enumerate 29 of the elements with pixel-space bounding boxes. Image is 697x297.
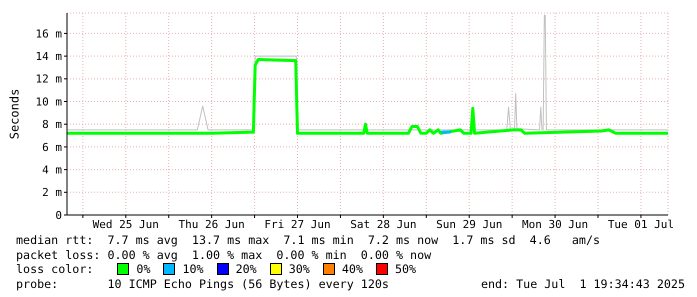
- x-tick-label: Thu 26 Jun: [178, 218, 245, 231]
- x-tick-label: Sun 29 Jun: [436, 218, 502, 231]
- y-tick-label: 14 m: [36, 50, 62, 64]
- y-tick-label: 16 m: [36, 27, 62, 40]
- y-axis-title: Seconds: [7, 88, 22, 140]
- y-tick-label: 0: [55, 208, 62, 222]
- y-tick-label: 12 m: [36, 72, 62, 86]
- x-tick-label: Sat 28 Jun: [350, 218, 416, 231]
- x-tick-label: Fri 27 Jun: [264, 218, 331, 231]
- y-tick-label: 8 m: [42, 118, 62, 132]
- y-tick-label: 10 m: [36, 95, 62, 108]
- y-tick-label: 4 m: [42, 164, 62, 177]
- legend-label: 50%: [394, 262, 416, 276]
- legend-label: 30%: [288, 262, 310, 276]
- x-tick-label: Tue 01 Jul: [608, 218, 674, 231]
- legend-label: 0%: [136, 262, 150, 276]
- text: probe: 10 ICMP Echo Pings (56 Bytes) every 120s: [16, 276, 389, 291]
- x-tick-label: Wed 25 Jun: [92, 218, 159, 231]
- text: end: Tue Jul 1 19:34:43 2025: [480, 276, 685, 291]
- text: median rtt: 7.7 ms avg 13.7 ms max 7.1 ms min 7.2 ms now 1.7 ms sd 4.6 am/s: [16, 233, 602, 248]
- legend-label: 10%: [182, 262, 204, 276]
- x-tick-label: Mon 30 Jun: [522, 218, 588, 231]
- legend-title: loss color:: [16, 262, 94, 276]
- line-series: [67, 58, 668, 135]
- y-tick-label: 2 m: [42, 186, 62, 200]
- legend-label: 40%: [342, 262, 363, 276]
- legend-label: 20%: [236, 262, 257, 276]
- y-tick-label: 6 m: [42, 140, 62, 154]
- text: packet loss: 0.00 % avg 1.00 % max 0.00 % min 0.00 % now: [16, 248, 432, 262]
